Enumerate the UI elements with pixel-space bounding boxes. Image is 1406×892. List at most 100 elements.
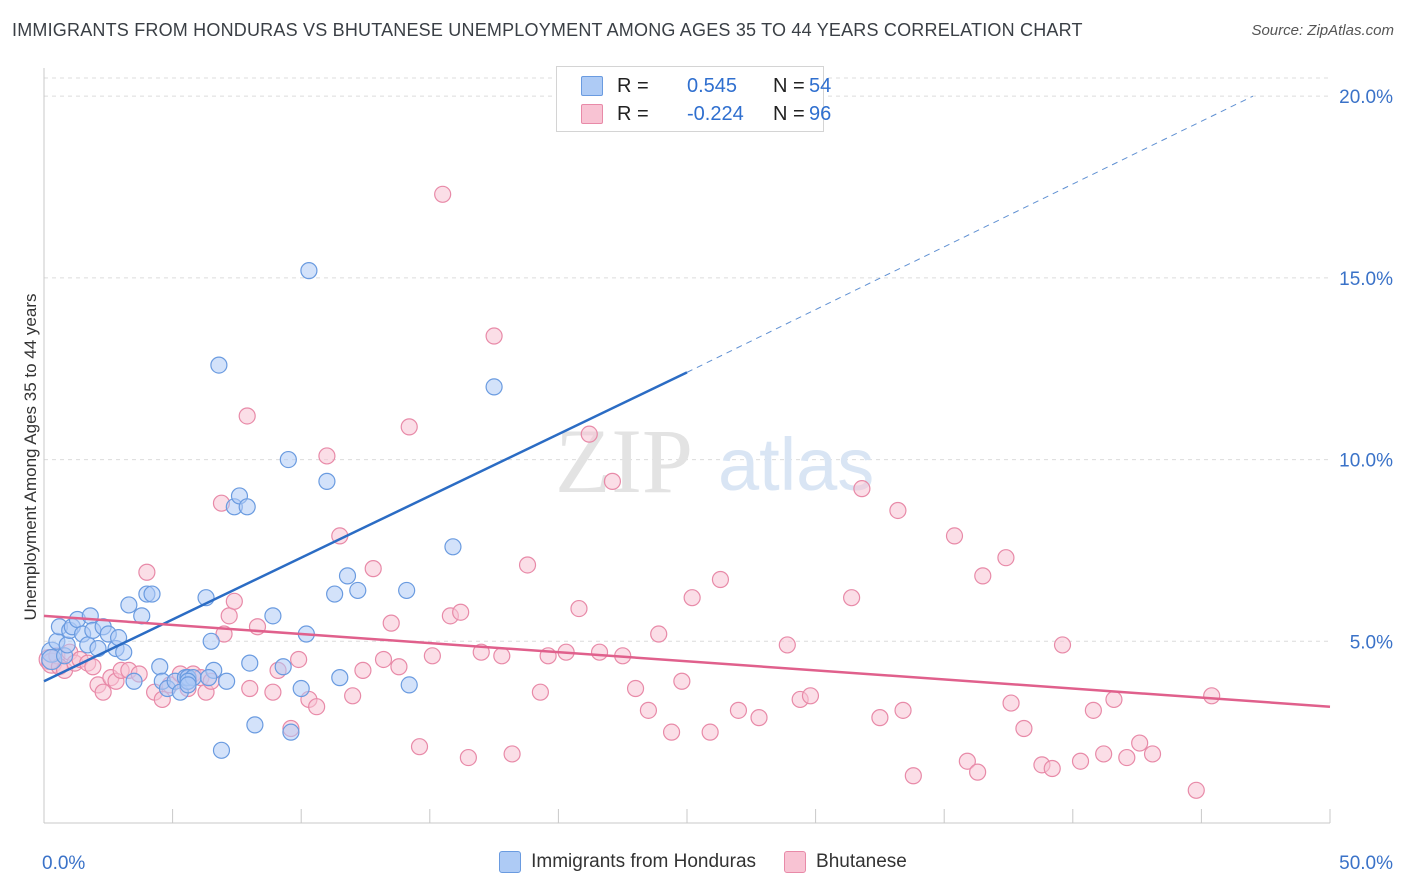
trend-line-honduras [43,371,688,683]
data-point [212,741,231,759]
data-point [1015,719,1033,738]
data-point [997,549,1015,567]
data-point [945,527,964,545]
y-tick-label: 15.0% [1339,269,1393,290]
data-point [1084,701,1102,719]
y-tick-label: 20.0% [1339,87,1393,108]
data-point [292,679,310,698]
data-point [750,709,768,727]
data-point [400,418,418,436]
data-point [264,683,282,701]
data-point [382,614,400,632]
data-point [279,450,297,469]
data-point [801,687,820,705]
data-point [1002,694,1020,712]
tick-labels: 5.0% 10.0% 15.0% 20.0% 0.0% 50.0% [42,87,1393,874]
data-point [1095,745,1113,763]
data-point [1105,690,1123,709]
bhutanese-points [38,185,1221,799]
data-point [444,538,462,556]
data-point [400,676,418,694]
data-point [94,683,112,701]
data-point [711,570,730,589]
data-point [120,596,138,614]
data-point [290,650,308,669]
data-point [493,647,511,665]
data-point [81,607,99,625]
legend-r-label: R = [617,102,649,125]
data-point [200,669,218,687]
data-point [531,683,549,701]
data-point [1071,752,1090,770]
data-point [246,716,264,734]
chart-title: IMMIGRANTS FROM HONDURAS VS BHUTANESE UN… [12,20,1083,40]
data-point [125,672,143,690]
data-point [398,581,416,600]
data-point [1053,636,1072,654]
data-point [238,407,256,425]
watermark-atlas: atlas [718,423,874,506]
data-point [626,679,645,698]
data-point [179,676,197,694]
data-point [225,592,243,610]
data-point [331,669,349,687]
series-swatch-honduras [499,851,522,873]
data-point [729,701,748,719]
series-legend-item-honduras[interactable]: Immigrants from Honduras [499,851,756,873]
data-point [503,745,521,763]
data-point [338,567,357,585]
series-legend: Immigrants from Honduras Bhutanese [0,851,1406,873]
data-point [843,589,861,607]
y-tick-label: 10.0% [1339,451,1393,472]
series-legend-item-bhutanese[interactable]: Bhutanese [784,851,907,873]
data-point [459,748,477,767]
data-point [151,658,169,676]
data-point [58,636,76,654]
data-point [220,607,238,625]
data-point [318,447,336,465]
series-swatch-bhutanese [784,851,807,873]
data-point [683,589,701,607]
data-point [662,723,681,741]
data-point [210,356,228,374]
data-point [434,185,452,203]
data-point [485,378,503,396]
data-point [1131,734,1149,752]
data-point [871,709,889,727]
series-label-honduras: Immigrants from Honduras [531,851,757,872]
source-label: Source: ZipAtlas.com [1251,22,1394,39]
legend-n-label: N = [773,74,805,97]
data-point [241,679,259,698]
legend-n-label: N = [773,102,805,125]
data-point [138,563,156,581]
legend-swatch-honduras [581,76,603,96]
legend-r-label: R = [617,74,649,97]
legend-row-bhutanese: R = -0.224 N = 96 [581,101,831,127]
data-point [264,607,282,625]
data-point [423,647,441,665]
data-point [308,698,326,716]
data-point [853,480,871,498]
data-point [364,560,382,578]
data-point [650,625,668,643]
data-point [603,472,622,490]
data-point [344,687,362,705]
trend-line-honduras-extension [686,95,1254,373]
data-point [778,636,796,654]
legend-row-honduras: R = 0.545 N = 54 [581,73,831,99]
data-point [274,658,292,676]
data-point [349,581,367,600]
data-point [958,752,976,770]
data-point [241,654,259,672]
y-axis-label: Unemployment Among Ages 35 to 44 years [21,293,40,621]
data-point [1143,745,1162,763]
data-point [374,650,393,669]
data-point [218,672,236,690]
data-point [889,501,907,520]
data-point [639,701,658,719]
data-point [1043,759,1061,778]
data-point [410,738,429,756]
data-point [282,723,300,741]
data-point [238,498,256,516]
